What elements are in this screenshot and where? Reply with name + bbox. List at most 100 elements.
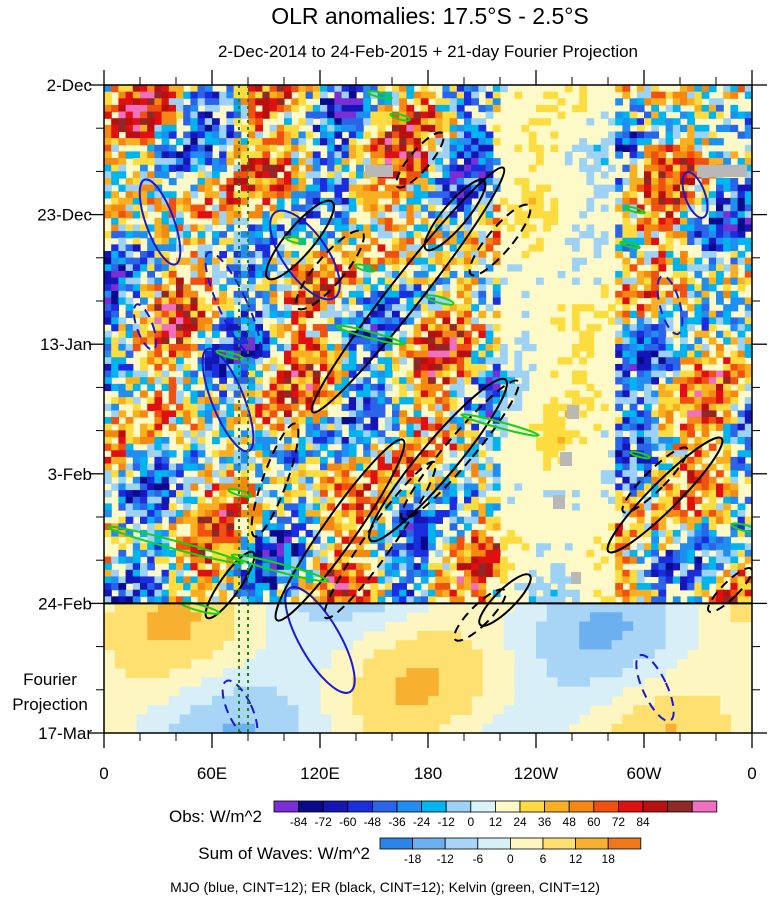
projection-cell	[687, 612, 699, 623]
anomaly-cell	[392, 543, 400, 551]
anomaly-cell	[737, 344, 746, 352]
anomaly-cell	[190, 297, 199, 305]
anomaly-cell	[161, 403, 170, 412]
anomaly-cell	[687, 410, 695, 418]
anomaly-cell	[716, 470, 724, 478]
anomaly-cell	[716, 310, 724, 319]
anomaly-cell	[464, 244, 472, 252]
anomaly-cell	[600, 191, 609, 199]
anomaly-cell	[154, 171, 163, 179]
anomaly-cell	[464, 350, 472, 358]
anomaly-cell	[125, 596, 134, 604]
projection-cell	[568, 603, 580, 613]
anomaly-cell	[406, 576, 415, 584]
anomaly-cell	[399, 191, 407, 199]
anomaly-cell	[118, 463, 127, 471]
anomaly-cell	[521, 217, 530, 226]
anomaly-cell	[622, 124, 631, 133]
anomaly-cell	[723, 589, 731, 597]
anomaly-cell	[262, 503, 271, 511]
anomaly-cell	[442, 397, 451, 405]
projection-cell	[687, 621, 699, 632]
anomaly-cell	[449, 483, 458, 491]
anomaly-cell	[183, 310, 191, 319]
anomaly-cell	[384, 138, 393, 146]
anomaly-cell	[161, 510, 170, 518]
anomaly-cell	[197, 496, 206, 504]
anomaly-cell	[651, 549, 659, 558]
anomaly-cell	[168, 516, 177, 524]
anomaly-cell	[622, 576, 631, 584]
anomaly-cell	[629, 496, 638, 504]
projection-cell	[298, 640, 310, 651]
anomaly-cell	[240, 483, 249, 491]
anomaly-cell	[320, 184, 328, 192]
anomaly-cell	[226, 556, 235, 564]
anomaly-cell	[716, 197, 724, 206]
anomaly-cell	[500, 217, 508, 226]
anomaly-cell	[651, 277, 659, 285]
anomaly-cell	[118, 523, 127, 531]
anomaly-cell	[140, 224, 148, 232]
anomaly-cell	[708, 377, 717, 385]
anomaly-cell	[730, 270, 739, 279]
anomaly-cell	[644, 290, 652, 299]
anomaly-cell	[334, 310, 343, 319]
anomaly-cell	[284, 377, 292, 385]
anomaly-cell	[168, 151, 177, 159]
anomaly-cell	[622, 144, 631, 153]
anomaly-cell	[377, 204, 386, 212]
anomaly-cell	[392, 171, 400, 179]
anomaly-cell	[140, 184, 148, 192]
anomaly-cell	[701, 124, 710, 133]
anomaly-cell	[471, 403, 479, 412]
anomaly-cell	[442, 344, 451, 352]
anomaly-cell	[420, 490, 429, 498]
anomaly-cell	[716, 270, 724, 279]
anomaly-cell	[636, 290, 645, 299]
anomaly-cell	[334, 490, 343, 498]
anomaly-cell	[284, 450, 292, 458]
anomaly-cell	[125, 496, 134, 504]
projection-cell	[320, 630, 332, 641]
anomaly-cell	[298, 297, 307, 305]
anomaly-cell	[125, 350, 134, 358]
anomaly-cell	[240, 111, 249, 119]
anomaly-cell	[456, 470, 465, 478]
anomaly-cell	[730, 257, 739, 265]
anomaly-cell	[723, 423, 731, 431]
anomaly-cell	[298, 350, 307, 358]
anomaly-cell	[651, 370, 659, 378]
anomaly-cell	[687, 144, 695, 153]
anomaly-cell	[521, 197, 530, 206]
anomaly-cell	[694, 523, 703, 531]
anomaly-cell	[694, 350, 703, 358]
anomaly-cell	[219, 476, 227, 485]
anomaly-cell	[111, 324, 119, 332]
anomaly-cell	[111, 450, 119, 458]
anomaly-cell	[492, 124, 501, 133]
anomaly-cell	[255, 337, 263, 345]
anomaly-cell	[312, 569, 321, 578]
anomaly-cell	[629, 297, 638, 305]
anomaly-cell	[694, 576, 703, 584]
anomaly-cell	[622, 589, 631, 597]
anomaly-cell	[334, 523, 343, 531]
anomaly-cell	[284, 344, 292, 352]
anomaly-cell	[176, 463, 184, 471]
anomaly-cell	[356, 510, 364, 518]
anomaly-cell	[420, 224, 429, 232]
anomaly-cell	[435, 244, 443, 252]
anomaly-cell	[723, 417, 731, 425]
anomaly-cell	[464, 490, 472, 498]
projection-cell	[514, 603, 526, 613]
anomaly-cell	[413, 569, 422, 578]
anomaly-cell	[550, 423, 559, 431]
anomaly-cell	[327, 417, 335, 425]
anomaly-cell	[485, 211, 494, 219]
anomaly-cell	[305, 363, 314, 372]
anomaly-cell	[320, 350, 328, 358]
anomaly-cell	[168, 390, 177, 398]
anomaly-cell	[140, 589, 148, 597]
anomaly-cell	[651, 237, 659, 245]
